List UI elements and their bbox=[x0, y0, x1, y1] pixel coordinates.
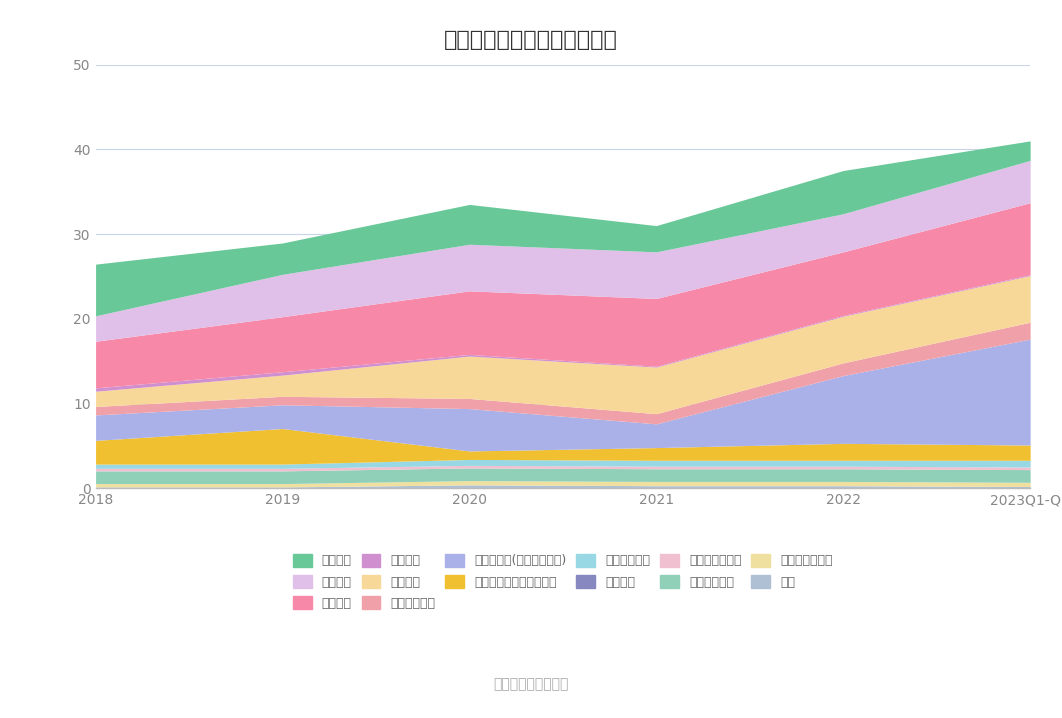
Text: 历年主要负债堆积图（亿元）: 历年主要负债堆积图（亿元） bbox=[444, 30, 618, 50]
Legend: 短期借款, 应付票据, 应付账款, 预收款项, 合同负债, 应付职工薪酬, 其他应付款(合利息和股利), 一年内到期的非流动负债, 其他流动负债, 长期借款, : 短期借款, 应付票据, 应付账款, 预收款项, 合同负债, 应付职工薪酬, 其他… bbox=[293, 554, 833, 610]
Text: 数据来源：恒生聚源: 数据来源：恒生聚源 bbox=[494, 677, 568, 691]
